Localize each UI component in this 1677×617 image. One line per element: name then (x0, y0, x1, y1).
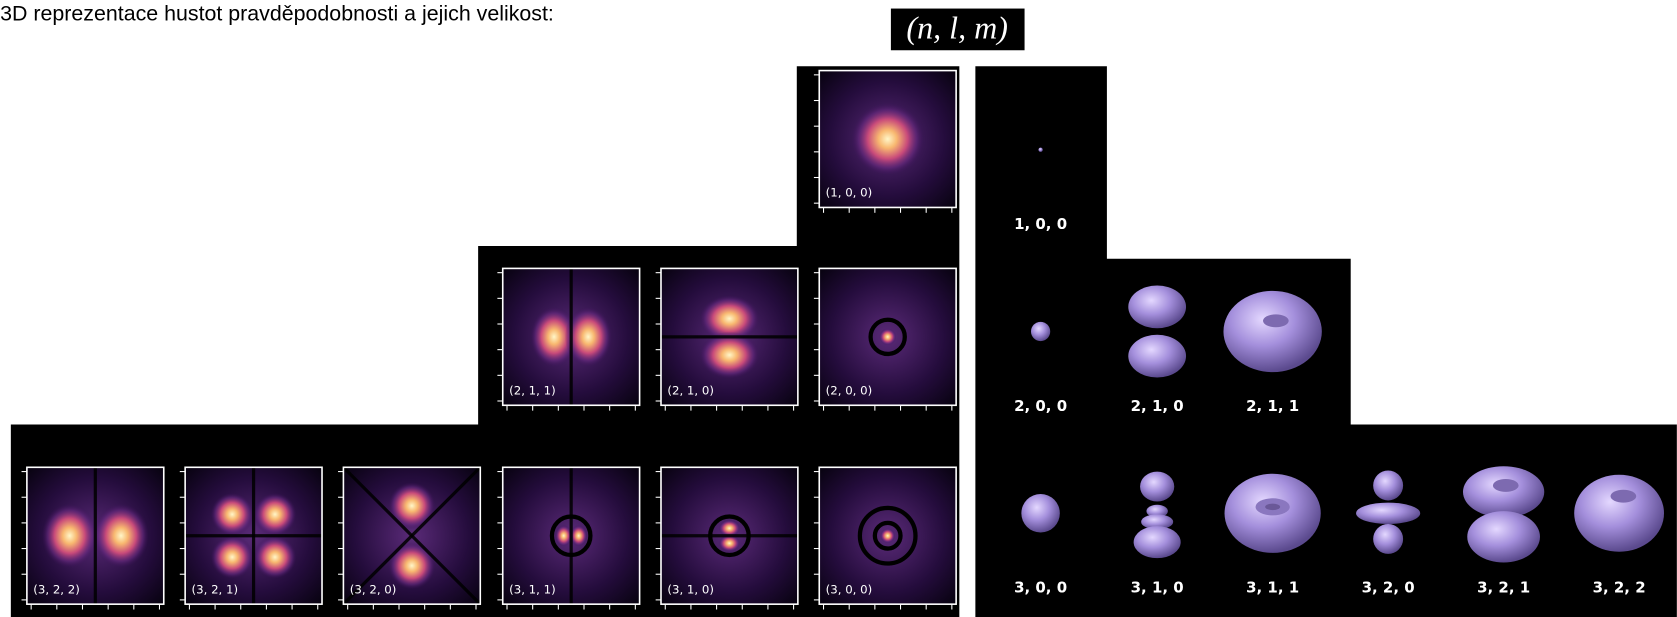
density-plot: (2, 1, 0) (656, 268, 798, 410)
plot-label: (3, 2, 2) (33, 582, 80, 596)
orbital-lobe (1265, 504, 1280, 510)
orbital-shape (1225, 474, 1321, 553)
shape-label: 2, 0, 0 (1014, 397, 1067, 415)
page: { "title": "3D reprezentace hustot pravd… (0, 0, 1677, 617)
density-lobe (880, 528, 895, 543)
density-lobe (93, 504, 149, 568)
orbital-lobe (1356, 503, 1420, 524)
density-plot: (3, 2, 1) (180, 467, 322, 609)
density-plot: (3, 2, 0) (338, 467, 480, 609)
shape-label: 3, 2, 0 (1362, 579, 1415, 597)
orbital-lobe (1031, 322, 1050, 341)
orbital-lobe (1493, 479, 1519, 492)
plot-label: (2, 1, 0) (667, 384, 714, 398)
orbital-shape (1031, 322, 1050, 341)
formula: (n, l, m) (906, 9, 1008, 45)
plot-label: (3, 2, 1) (192, 582, 239, 596)
plot-label: (3, 2, 0) (350, 582, 397, 596)
density-lobe (211, 493, 254, 536)
density-lobe (211, 536, 254, 579)
orbital-lobe (1611, 490, 1637, 503)
orbital-lobe (1134, 526, 1181, 558)
shape-label: 3, 2, 1 (1477, 579, 1530, 597)
density-plot: (3, 1, 1) (497, 467, 639, 609)
title: 3D reprezentace hustot pravděpodobnosti … (0, 2, 554, 26)
plot-label: (3, 1, 1) (509, 582, 556, 596)
plot-label: (3, 0, 0) (826, 582, 873, 596)
density-plot: (3, 1, 0) (656, 467, 798, 609)
shape-label: 2, 1, 1 (1246, 397, 1299, 415)
plot-label: (3, 1, 0) (667, 582, 714, 596)
orbital-lobe (1373, 471, 1403, 501)
slide: 3D reprezentace hustot pravděpodobnosti … (0, 0, 1677, 617)
shape-label: 3, 1, 0 (1131, 579, 1184, 597)
orbital-shape (1574, 475, 1664, 552)
shape-panel (975, 66, 1676, 617)
shape-label: 3, 2, 2 (1593, 579, 1646, 597)
plot-label: (2, 0, 0) (826, 384, 873, 398)
density-lobe (388, 482, 435, 529)
orbital-shape (1021, 494, 1059, 532)
orbital-lobe (1263, 314, 1289, 327)
orbital-lobe (1373, 524, 1403, 554)
density-lobe (254, 493, 297, 536)
density-plot: (2, 1, 1) (497, 268, 639, 410)
plot-label: (2, 1, 1) (509, 384, 556, 398)
shape-label: 3, 1, 1 (1246, 579, 1299, 597)
plot-label: (1, 0, 0) (826, 186, 873, 200)
orbital-lobe (1463, 466, 1544, 517)
density-plot: (1, 0, 0) (814, 71, 956, 213)
shape-label: 1, 0, 0 (1014, 215, 1067, 233)
orbital-shape (1223, 291, 1321, 372)
orbital-lobe (1021, 494, 1059, 532)
density-lobe (851, 103, 924, 176)
orbital-lobe (1128, 286, 1186, 329)
density-plot: (3, 0, 0) (814, 467, 956, 609)
orbital-lobe (1140, 472, 1174, 502)
orbital-lobe (1574, 475, 1664, 552)
shape-label: 3, 0, 0 (1014, 579, 1067, 597)
orbital-lobe (1223, 291, 1321, 372)
orbital-lobe (1128, 335, 1186, 378)
density-plot: (3, 2, 2) (22, 467, 164, 609)
orbital-lobe (1038, 148, 1042, 152)
density-lobe (254, 536, 297, 579)
density-lobe (42, 504, 98, 568)
orbital-shape (1038, 148, 1042, 152)
density-lobe (879, 328, 896, 345)
density-lobe (699, 331, 759, 378)
density-plot: (2, 0, 0) (814, 268, 956, 410)
shape-label: 2, 1, 0 (1131, 397, 1184, 415)
orbital-lobe (1467, 511, 1540, 562)
